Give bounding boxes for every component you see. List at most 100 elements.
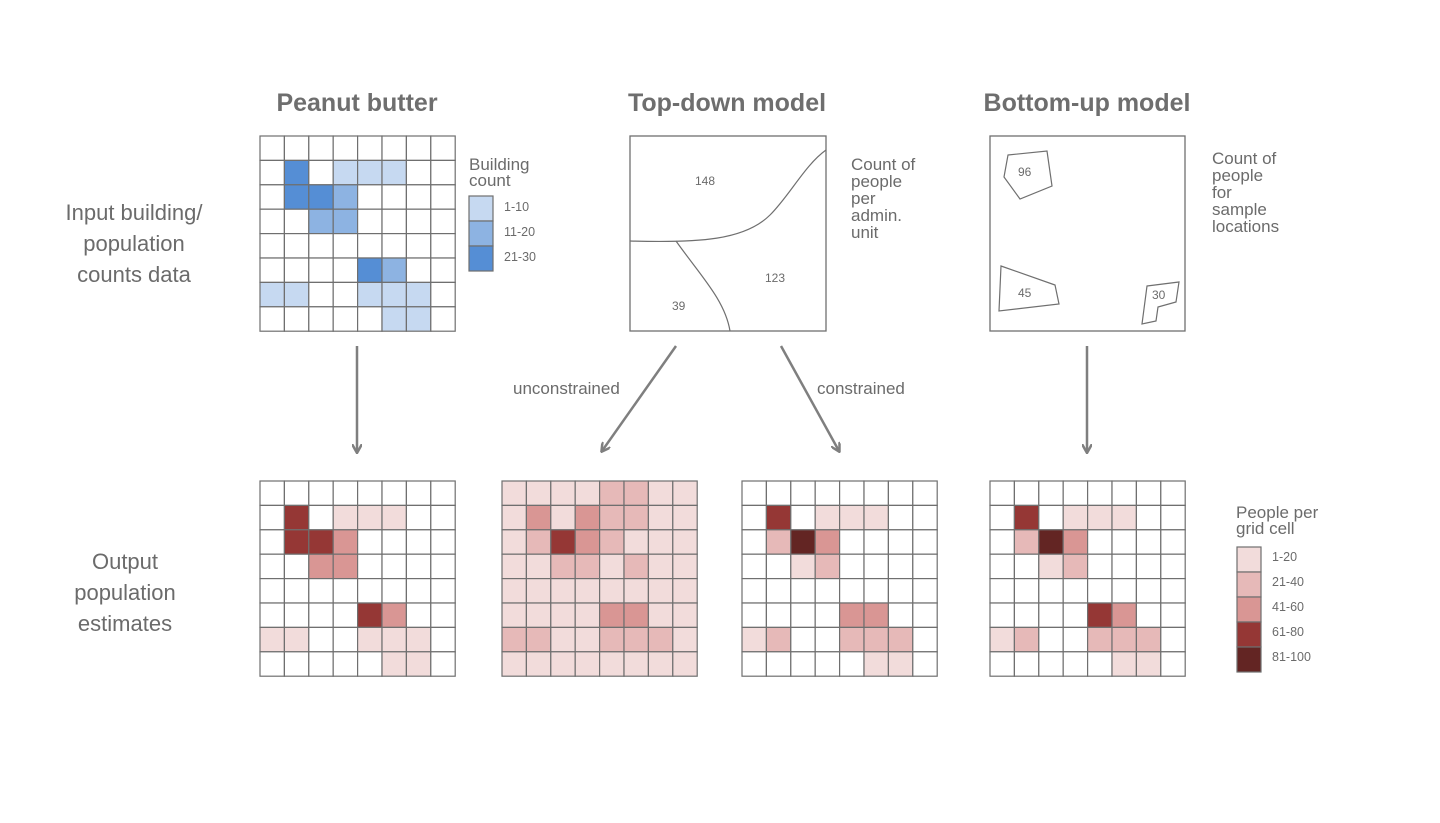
grid-cell <box>308 281 334 308</box>
grid-cell <box>647 480 674 506</box>
grid-cell <box>283 233 310 259</box>
grid-cell <box>1135 529 1162 555</box>
people-legend-label: 41-60 <box>1272 600 1304 614</box>
grid-cell <box>765 626 792 653</box>
grid-cell <box>259 480 285 506</box>
grid-cell <box>405 480 432 506</box>
grid-cell <box>1062 480 1089 506</box>
grid-cell <box>357 504 383 531</box>
grid-cell <box>332 184 359 210</box>
sample-location-map <box>989 135 1186 332</box>
grid-cell <box>332 602 359 628</box>
grid-cell <box>1086 480 1113 506</box>
grid-cell <box>405 184 432 210</box>
people-legend-label: 1-20 <box>1272 550 1298 564</box>
grid-cell <box>863 577 889 604</box>
grid-cell <box>765 651 792 677</box>
grid-cell <box>1062 626 1089 653</box>
grid-cell <box>1086 577 1113 604</box>
grid-cell <box>1086 626 1113 653</box>
grid-cell <box>1111 626 1137 653</box>
grid-cell <box>381 281 407 308</box>
grid-cell <box>598 529 625 555</box>
grid-cell <box>887 651 914 677</box>
grid-cell <box>863 651 889 677</box>
grid-cell <box>525 602 552 628</box>
grid-cell <box>405 504 432 531</box>
grid-cell <box>357 577 383 604</box>
grid-cell <box>887 553 914 580</box>
grid-cell <box>672 504 698 531</box>
grid-cell <box>574 626 601 653</box>
grid-cell <box>283 577 310 604</box>
grid-cell <box>525 480 552 506</box>
grid-cell <box>838 553 865 580</box>
building-legend-swatch <box>468 245 494 272</box>
grid-cell <box>430 529 456 555</box>
grid-cell <box>1038 504 1064 531</box>
admin-map-frame <box>629 135 827 332</box>
grid-cell <box>1111 602 1137 628</box>
grid-cell <box>357 529 383 555</box>
grid-cell <box>308 306 334 332</box>
grid-cell <box>430 602 456 628</box>
grid-cell <box>838 529 865 555</box>
grid-cell <box>550 626 576 653</box>
grid-cell <box>598 651 625 677</box>
edge-label-unconstrained: unconstrained <box>513 379 620 398</box>
grid-cell <box>332 480 359 506</box>
grid-cell <box>790 529 816 555</box>
grid-cell <box>525 529 552 555</box>
grid-cell <box>308 208 334 235</box>
grid-cell <box>1160 626 1186 653</box>
grid-cell <box>332 626 359 653</box>
grid-cell <box>430 135 456 161</box>
building-legend-label: 11-20 <box>504 225 536 239</box>
grid-cell <box>259 553 285 580</box>
grid-cell <box>550 480 576 506</box>
grid-cell <box>887 626 914 653</box>
grid-cell <box>357 233 383 259</box>
admin-boundary-lower <box>675 240 731 332</box>
grid-cell <box>283 135 310 161</box>
grid-cell <box>259 281 285 308</box>
grid-cell <box>814 480 841 506</box>
grid-cell <box>790 577 816 604</box>
building-legend-swatch <box>468 220 494 247</box>
grid-cell <box>790 504 816 531</box>
grid-cell <box>790 602 816 628</box>
grid-cell <box>283 306 310 332</box>
grid-cell <box>1135 602 1162 628</box>
grid-cell <box>989 651 1015 677</box>
grid-cell <box>989 626 1015 653</box>
grid-cell <box>259 504 285 531</box>
grid-cell <box>550 651 576 677</box>
grid-cell <box>598 504 625 531</box>
grid-cell <box>1160 529 1186 555</box>
grid-cell <box>405 135 432 161</box>
grid-cell <box>430 480 456 506</box>
grid-cell <box>598 602 625 628</box>
grid-cell <box>647 626 674 653</box>
grid-cell <box>1013 504 1040 531</box>
grid-cell <box>814 626 841 653</box>
grid-cell <box>1135 480 1162 506</box>
grid-cell <box>381 233 407 259</box>
grid-cell <box>863 626 889 653</box>
grid-cell <box>1086 651 1113 677</box>
grid-cell <box>430 257 456 283</box>
grid-cell <box>814 602 841 628</box>
arrow-unconstrained <box>602 345 678 451</box>
grid-cell <box>912 553 938 580</box>
grid-cell <box>623 651 649 677</box>
grid-cell <box>1160 480 1186 506</box>
grid-cell <box>501 504 527 531</box>
grid-cell <box>1160 504 1186 531</box>
grid-cell <box>912 577 938 604</box>
grid-cell <box>838 602 865 628</box>
grid-cell <box>1160 602 1186 628</box>
grid-cell <box>1038 602 1064 628</box>
grid-cell <box>1111 480 1137 506</box>
grid-cell <box>814 504 841 531</box>
grid-cell <box>501 577 527 604</box>
